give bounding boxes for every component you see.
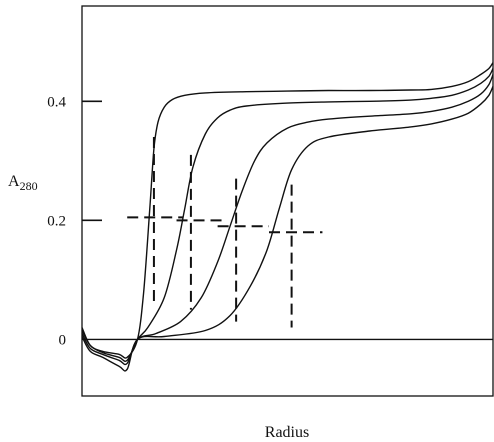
absorbance-curve-3 — [81, 74, 494, 366]
y-label-main: A — [8, 173, 20, 190]
y-axis-ticks: 0.4 0.2 0 — [47, 94, 102, 348]
absorbance-curves — [81, 62, 494, 372]
absorbance-curve-2 — [81, 68, 494, 362]
y-tick-label-1: 0.2 — [47, 213, 66, 229]
plot-frame — [81, 5, 494, 397]
y-tick-label-2: 0 — [59, 332, 67, 348]
absorbance-curve-1 — [81, 62, 494, 359]
boundary-markers — [127, 136, 323, 328]
y-axis-label: A280 — [8, 173, 38, 193]
x-axis-label: Radius — [265, 424, 309, 441]
y-label-sub: 280 — [20, 179, 38, 193]
absorbance-curve-4 — [81, 86, 494, 372]
y-tick-label-0: 0.4 — [47, 94, 66, 110]
